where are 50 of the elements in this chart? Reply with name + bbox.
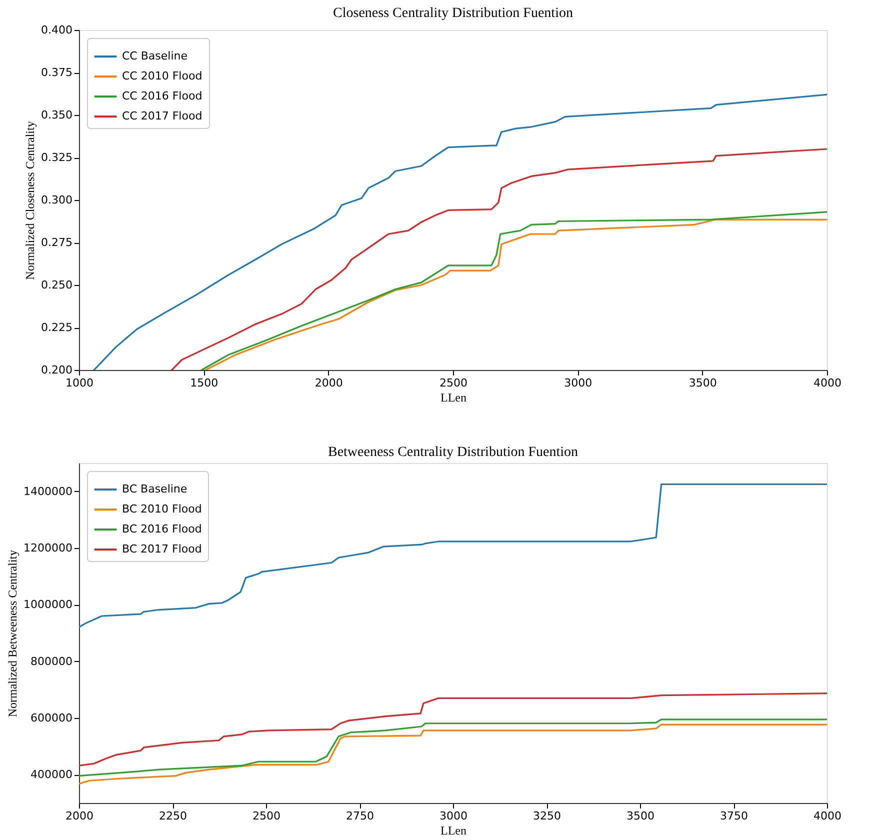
x-tick-label: 3250: [533, 810, 561, 822]
x-tick-label: 3000: [440, 810, 468, 822]
y-tick-label: 0.250: [41, 278, 72, 292]
y-tick-label: 400000: [30, 768, 72, 782]
x-tick-label: 4000: [814, 810, 842, 822]
y-tick-label: 0.275: [41, 236, 72, 249]
legend-label: CC 2010 Flood: [122, 70, 202, 82]
chart-title: Betweeness Centrality Distribution Fuention: [328, 445, 578, 460]
x-tick-label: 2500: [252, 810, 280, 822]
y-tick-label: 1000000: [24, 598, 72, 612]
x-axis-title: LLen: [440, 390, 466, 404]
y-axis-title: Normalized Closeness Centrality: [23, 121, 38, 280]
y-tick-label: 0.325: [41, 151, 72, 164]
y-tick-label: 800000: [30, 654, 72, 668]
legend-label: CC Baseline: [122, 50, 188, 62]
y-tick-label: 1200000: [24, 542, 72, 554]
x-tick-label: 2500: [440, 376, 468, 390]
legend-label: CC 2016 Flood: [122, 90, 202, 102]
y-tick-label: 0.400: [41, 24, 72, 36]
x-tick-label: 2250: [159, 810, 187, 822]
legend-label: BC 2016 Flood: [122, 522, 202, 536]
chart-title: Closeness Centrality Distribution Fuention: [333, 6, 573, 21]
line-series: [79, 724, 827, 785]
legend-label: BC 2010 Flood: [122, 502, 202, 516]
y-tick-label: 0.200: [41, 364, 72, 376]
y-tick-label: 0.375: [41, 66, 72, 79]
x-tick-label: 4000: [814, 376, 842, 390]
x-tick-label: 2750: [346, 810, 374, 822]
x-tick-label: 1000: [66, 376, 94, 390]
y-axis-title: Normalized Betweeness Centrality: [6, 550, 20, 718]
legend-label: BC Baseline: [122, 482, 188, 496]
x-tick-label: 2000: [66, 810, 94, 822]
line-series: [170, 148, 827, 370]
x-tick-label: 1500: [190, 376, 218, 390]
x-tick-label: 3750: [720, 810, 748, 822]
x-tick-label: 3000: [564, 376, 592, 390]
x-tick-label: 3500: [626, 810, 654, 822]
x-tick-label: 2000: [314, 376, 343, 390]
y-tick-label: 0.225: [41, 321, 72, 334]
line-series: [79, 483, 827, 628]
line-series: [79, 692, 827, 766]
y-tick-label: 0.350: [41, 108, 72, 122]
y-tick-label: 0.300: [41, 194, 72, 206]
line-series: [79, 718, 827, 777]
y-tick-label: 600000: [30, 712, 72, 724]
y-tick-label: 1400000: [24, 484, 72, 498]
legend-label: CC 2017 Flood: [122, 110, 202, 122]
x-axis-title: LLen: [440, 824, 466, 838]
x-tick-label: 3500: [688, 376, 717, 390]
legend-label: BC 2017 Flood: [122, 542, 202, 556]
